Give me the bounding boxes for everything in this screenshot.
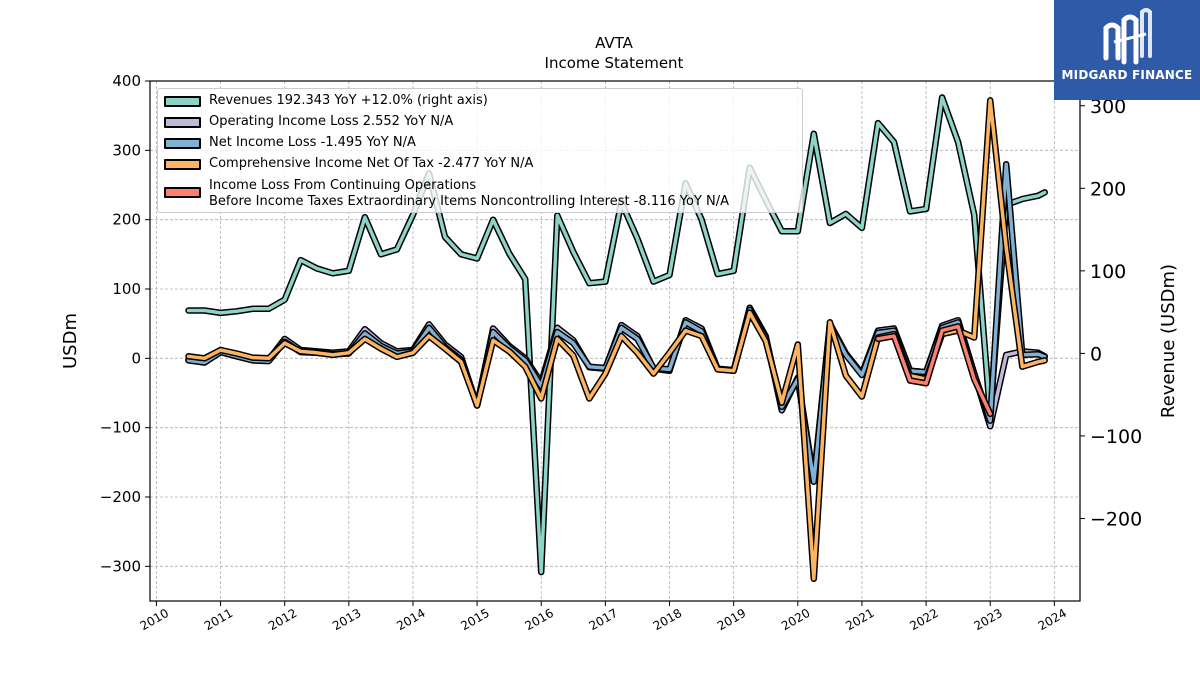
x-tick-label: 2024: [1036, 606, 1069, 633]
y-tick-label-left: −200: [100, 488, 141, 506]
legend-item-operating-income: Operating Income Loss 2.552 YoY N/A: [164, 114, 453, 130]
chart-subtitle: Income Statement: [545, 54, 684, 72]
brand-logo: MIDGARD FINANCE: [1054, 0, 1200, 100]
legend-item-continuing-operations: Income Loss From Continuing Operations B…: [164, 178, 729, 210]
y-tick-label-left: 200: [112, 211, 141, 229]
legend-swatch: [164, 159, 201, 170]
y-tick-label-right: −100: [1090, 426, 1142, 448]
legend-label: Income Loss From Continuing Operations B…: [209, 178, 730, 209]
y-tick-label-right: 300: [1090, 96, 1126, 118]
x-tick-label: 2020: [779, 606, 812, 633]
legend-item-comprehensive-income: Comprehensive Income Net Of Tax -2.477 Y…: [164, 156, 533, 172]
x-tick-label: 2015: [458, 606, 491, 633]
x-tick-label: 2022: [907, 606, 940, 633]
y-tick-label-left: 100: [112, 280, 141, 298]
x-tick-label: 2011: [202, 606, 235, 633]
logo-mark-icon: [1103, 8, 1152, 65]
chart-legend: Revenues 192.343 YoY +12.0% (right axis)…: [157, 88, 803, 213]
legend-label: Revenues 192.343 YoY +12.0% (right axis): [209, 93, 488, 108]
x-tick-label: 2023: [971, 606, 1004, 633]
chart-title: AVTA: [595, 34, 634, 52]
brand-name: MIDGARD FINANCE: [1061, 68, 1193, 82]
x-tick-label: 2018: [651, 606, 684, 633]
x-tick-label: 2019: [715, 606, 748, 633]
legend-swatch: [164, 117, 201, 128]
legend-label: Net Income Loss -1.495 YoY N/A: [209, 135, 416, 150]
y-axis-label-left: USDm: [60, 313, 81, 369]
x-tick-label: 2012: [266, 606, 299, 633]
y-tick-label-right: 100: [1090, 261, 1126, 283]
x-tick-label: 2010: [138, 606, 171, 633]
legend-item-net-income: Net Income Loss -1.495 YoY N/A: [164, 135, 416, 151]
legend-swatch: [164, 187, 201, 198]
y-tick-label-left: −300: [100, 557, 141, 575]
y-tick-label-right: 0: [1090, 343, 1102, 365]
y-tick-label-left: 300: [112, 141, 141, 159]
y-tick-label-right: 200: [1090, 178, 1126, 200]
y-axis-label-right: Revenue (USDm): [1158, 264, 1179, 418]
legend-swatch: [164, 96, 201, 107]
legend-swatch: [164, 138, 201, 149]
x-tick-label: 2021: [843, 606, 876, 633]
legend-label: Comprehensive Income Net Of Tax -2.477 Y…: [209, 156, 534, 171]
y-tick-label-right: −200: [1090, 508, 1142, 530]
y-tick-label-left: −100: [100, 419, 141, 437]
x-tick-label: 2013: [330, 606, 363, 633]
legend-item-revenues: Revenues 192.343 YoY +12.0% (right axis): [164, 93, 488, 109]
y-tick-label-left: 400: [112, 72, 141, 90]
series-line-4: [876, 324, 992, 416]
x-tick-label: 2016: [523, 606, 556, 633]
y-tick-label-left: 0: [131, 349, 141, 367]
x-tick-label: 2014: [394, 606, 427, 633]
x-tick-label: 2017: [587, 606, 620, 633]
plot-frame: [149, 80, 1081, 602]
legend-label: Operating Income Loss 2.552 YoY N/A: [209, 114, 454, 129]
